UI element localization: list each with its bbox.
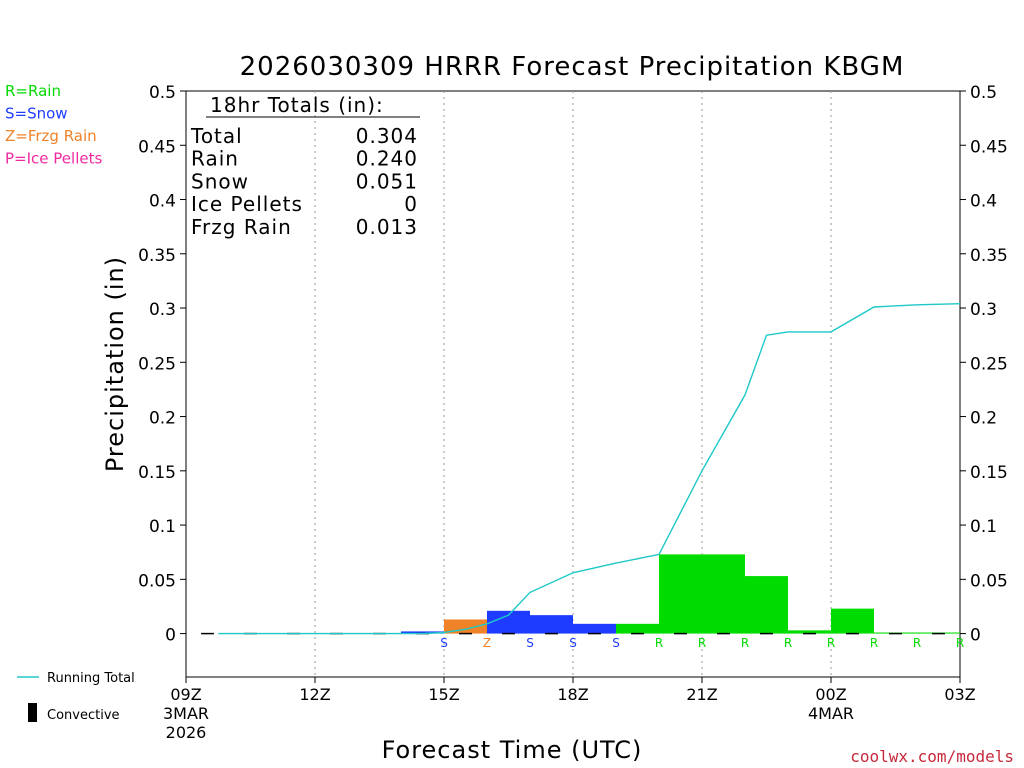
running-total-legend-label: Running Total (47, 671, 135, 686)
type-label-17: R (913, 636, 921, 650)
totals-value: 0.013 (356, 215, 418, 239)
xtick-year: 2026 (166, 723, 207, 742)
type-label-7: Z (483, 636, 491, 650)
totals-label: Snow (191, 169, 249, 193)
ytick-right-label: 0.45 (970, 137, 1008, 157)
ytick-right-label: 0.3 (970, 300, 997, 320)
type-label-8: S (526, 636, 534, 650)
totals-label: Frzg Rain (191, 215, 292, 239)
bar-hour-15 (788, 630, 831, 634)
bar-hour-6 (401, 631, 444, 634)
ytick-right-label: 0.5 (970, 83, 997, 103)
bar-hour-9 (530, 615, 573, 634)
ytick-right-label: 0.15 (970, 463, 1008, 483)
legend-item-r: R=Rain (5, 82, 61, 100)
bar-hour-8 (487, 610, 530, 634)
xtick-date: 3MAR (163, 704, 209, 723)
xtick-label: 03Z (944, 685, 975, 704)
type-label-6: S (440, 636, 448, 650)
totals-label: Rain (191, 147, 239, 171)
ytick-right-label: 0.05 (970, 571, 1008, 591)
type-label-12: R (698, 636, 706, 650)
y-axis-ticks: 0.5 0.5 0.45 0.45 0.4 0.4 0.35 0.35 0.3 0.3 0.25 0.… (138, 83, 1008, 646)
bar-hour-10 (573, 623, 616, 634)
bar-hour-7 (444, 619, 487, 634)
xtick-label: 09Z (170, 685, 201, 704)
y-axis-label: Precipitation (in) (101, 256, 129, 472)
ytick-left-label: 0 (165, 626, 176, 646)
bar-hour-13 (702, 554, 745, 634)
type-label-16: R (870, 636, 878, 650)
ytick-left-label: 0.35 (138, 246, 176, 266)
ytick-left-label: 0.2 (149, 409, 176, 429)
xtick-label: 00Z (815, 685, 846, 704)
totals-value: 0.051 (356, 169, 418, 193)
ytick-right-label: 0.25 (970, 354, 1008, 374)
xtick-label: 12Z (299, 685, 330, 704)
convective-legend-label: Convective (47, 708, 120, 723)
xtick-label: 21Z (686, 685, 717, 704)
ytick-right-label: 0.35 (970, 246, 1008, 266)
vertical-gridlines (314, 91, 832, 677)
ytick-left-label: 0.45 (138, 137, 176, 157)
legend-item-p: P=Ice Pellets (5, 150, 102, 168)
x-axis-label: Forecast Time (UTC) (382, 736, 643, 764)
xtick-label: 18Z (557, 685, 588, 704)
bar-hour-11 (616, 623, 659, 634)
ytick-left-label: 0.5 (149, 83, 176, 103)
ytick-left-label: 0.1 (149, 517, 176, 537)
type-label-14: R (784, 636, 792, 650)
watermark: coolwx.com/models (850, 747, 1014, 766)
bar-hour-14 (745, 576, 788, 634)
chart-title: 2026030309 HRRR Forecast Precipitation K… (240, 52, 905, 82)
type-label-13: R (741, 636, 749, 650)
xtick-label: 15Z (428, 685, 459, 704)
ytick-left-label: 0.3 (149, 300, 176, 320)
totals-label: Ice Pellets (191, 192, 303, 216)
ytick-right-label: 0.2 (970, 409, 997, 429)
precip-type-legend: R=Rain S=Snow Z=Frzg Rain P=Ice Pellets (5, 82, 102, 168)
ytick-left-label: 0.4 (149, 192, 176, 212)
type-label-10: S (612, 636, 620, 650)
ytick-right-label: 0 (970, 626, 981, 646)
type-label-18: R (956, 636, 964, 650)
totals-label: Total (190, 124, 243, 148)
totals-value: 0 (404, 192, 418, 216)
ytick-right-label: 0.1 (970, 517, 997, 537)
bar-hour-16 (831, 608, 874, 634)
bar-hour-12 (659, 554, 702, 634)
type-label-11: R (655, 636, 663, 650)
ytick-left-label: 0.25 (138, 354, 176, 374)
ytick-right-label: 0.4 (970, 192, 997, 212)
totals-value: 0.304 (356, 124, 418, 148)
legend-item-z: Z=Frzg Rain (5, 127, 97, 145)
xtick-date: 4MAR (808, 704, 854, 723)
ytick-left-label: 0.05 (138, 571, 176, 591)
convective-swatch (28, 703, 37, 722)
totals-box: 18hr Totals (in): Total 0.304 Rain 0.240 Sno… (190, 93, 420, 239)
type-label-15: R (827, 636, 835, 650)
totals-value: 0.240 (356, 147, 418, 171)
ytick-left-label: 0.15 (138, 463, 176, 483)
type-label-9: S (569, 636, 577, 650)
totals-header: 18hr Totals (in): (210, 93, 384, 117)
legend-item-s: S=Snow (5, 105, 68, 123)
precip-bars (401, 554, 960, 634)
running-total-line (218, 303, 961, 635)
